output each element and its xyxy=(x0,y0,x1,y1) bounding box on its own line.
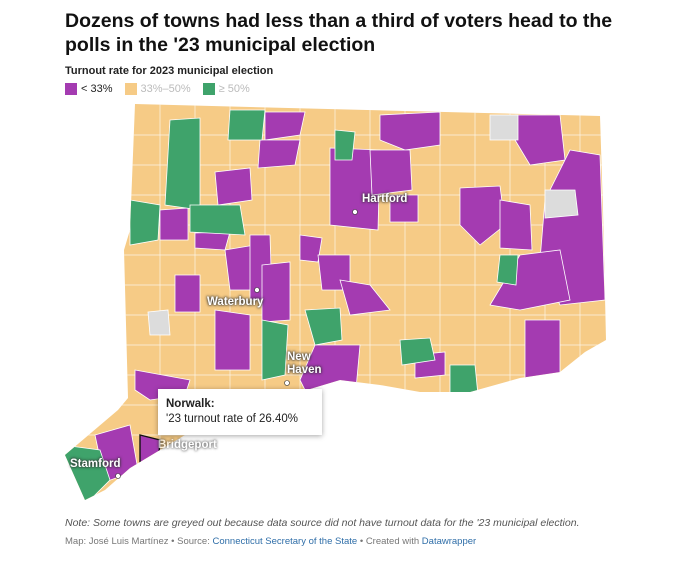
legend-item[interactable]: < 33% xyxy=(65,83,113,95)
swatch xyxy=(202,83,215,95)
legend-item[interactable]: ≥ 50% xyxy=(202,83,250,95)
town xyxy=(214,309,251,371)
credit-source-label: Source: xyxy=(177,536,210,547)
town xyxy=(524,319,561,381)
town xyxy=(489,249,571,311)
town xyxy=(159,207,189,241)
city-dot xyxy=(254,287,260,293)
credit-created-label: Created with xyxy=(365,536,420,547)
towns-no-data xyxy=(147,114,579,336)
city-dots xyxy=(115,209,358,479)
town xyxy=(449,364,479,396)
legend-title: Turnout rate for 2023 municipal election xyxy=(65,65,274,77)
town xyxy=(227,109,266,141)
town xyxy=(261,319,289,381)
credits: Map: José Luis Martínez • Source: Connec… xyxy=(65,536,477,547)
town xyxy=(389,194,419,223)
legend-item[interactable]: 33%–50% xyxy=(124,83,191,95)
town xyxy=(164,117,201,211)
town xyxy=(379,111,441,151)
town xyxy=(459,185,506,246)
source-link[interactable]: Connecticut Secretary of the State xyxy=(212,536,358,547)
towns-low xyxy=(94,111,606,483)
swatch xyxy=(124,83,137,95)
city-dot xyxy=(352,209,358,215)
legend-label: ≥ 50% xyxy=(218,83,250,95)
datawrapper-link[interactable]: Datawrapper xyxy=(421,536,477,547)
credit-map: Map: José Luis Martínez xyxy=(65,536,169,547)
place-label: Waterbury xyxy=(207,296,264,308)
town xyxy=(264,111,306,141)
town xyxy=(489,114,519,141)
tooltip-text: '23 turnout rate of 26.40% xyxy=(166,413,298,425)
town xyxy=(129,199,161,246)
town xyxy=(334,129,356,161)
town-selected[interactable] xyxy=(139,434,161,473)
town xyxy=(261,261,291,323)
city-dot xyxy=(284,380,290,386)
town xyxy=(65,444,111,500)
town xyxy=(257,139,301,169)
note: Note: Some towns are greyed out because … xyxy=(65,517,580,529)
town xyxy=(174,274,201,313)
town xyxy=(339,279,391,316)
tooltip-title: Norwalk: xyxy=(166,398,215,410)
town xyxy=(399,337,436,366)
place-label: New Haven xyxy=(287,351,322,376)
town xyxy=(499,199,533,251)
town xyxy=(544,189,579,219)
towns-high xyxy=(65,109,519,500)
tooltip: Norwalk: '23 turnout rate of 26.40% xyxy=(158,389,322,435)
swatch xyxy=(65,83,77,95)
towns xyxy=(65,104,606,500)
legend-label: < 33% xyxy=(81,83,113,95)
town xyxy=(189,204,246,236)
town xyxy=(304,307,343,346)
title: Dozens of towns had less than a third of… xyxy=(65,10,613,56)
town xyxy=(194,231,231,251)
town xyxy=(496,254,519,286)
town xyxy=(299,234,323,263)
place-label: Bridgeport xyxy=(158,439,217,451)
town xyxy=(147,309,171,336)
town xyxy=(329,147,381,231)
town xyxy=(214,167,253,206)
place-label: Hartford xyxy=(362,193,408,205)
city-dot xyxy=(115,473,121,479)
place-label: Stamford xyxy=(70,458,121,470)
legend-label: 33%–50% xyxy=(140,83,191,95)
legend: < 33% 33%–50% ≥ 50% xyxy=(65,83,250,95)
town xyxy=(369,149,413,196)
